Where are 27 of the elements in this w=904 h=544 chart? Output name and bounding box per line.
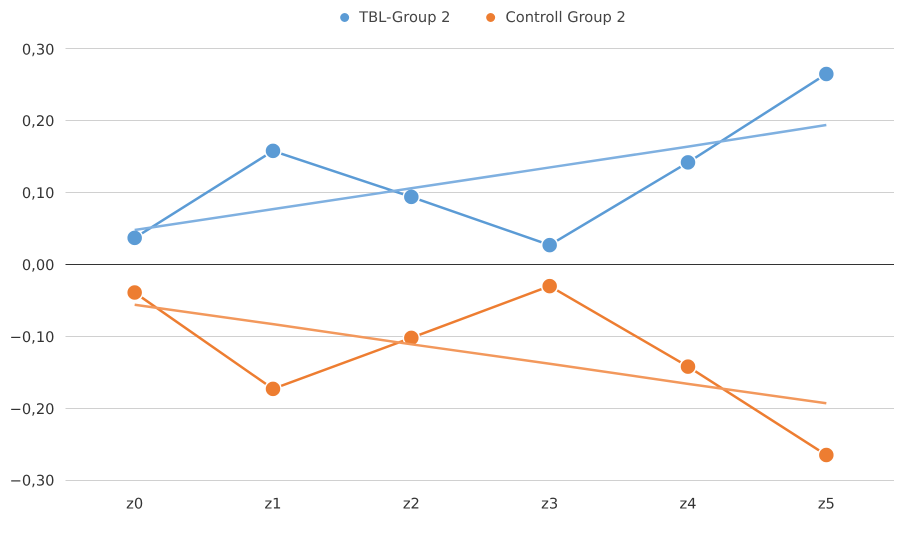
point xyxy=(818,65,836,83)
point xyxy=(126,229,144,247)
point xyxy=(264,142,282,160)
y-tick-label: 0,00 xyxy=(22,257,55,274)
legend-label: Controll Group 2 xyxy=(506,8,626,26)
y-tick-label: −0,10 xyxy=(10,328,55,346)
point xyxy=(679,358,697,376)
y-tick-label: −0,20 xyxy=(10,400,55,418)
x-tick-label: z5 xyxy=(818,496,835,512)
y-tick-label: 0,20 xyxy=(22,113,55,130)
point xyxy=(264,380,282,398)
point xyxy=(679,154,697,172)
x-tick-label: z4 xyxy=(679,496,697,512)
point xyxy=(540,277,558,295)
point xyxy=(402,188,420,206)
legend-label: TBL-Group 2 xyxy=(359,8,451,26)
x-tick-label: z0 xyxy=(126,496,144,512)
x-tick-label: z2 xyxy=(402,496,420,512)
y-tick-label: 0,30 xyxy=(22,41,55,58)
point xyxy=(126,284,144,302)
line-series xyxy=(133,304,828,405)
point xyxy=(540,236,558,254)
y-tick-label: 0,10 xyxy=(22,185,55,202)
y-tick-label: −0,30 xyxy=(10,472,55,490)
x-tick-label: z3 xyxy=(541,496,558,512)
point xyxy=(818,446,836,464)
x-tick-label: z1 xyxy=(264,496,282,512)
